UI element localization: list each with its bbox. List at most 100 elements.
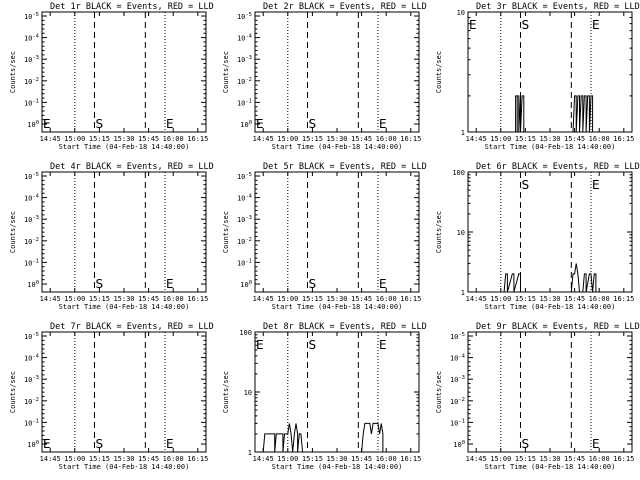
x-tick-label: 16:15 xyxy=(400,455,421,463)
marker-s: S xyxy=(308,117,316,131)
marker-s: S xyxy=(308,277,316,291)
plot-frame xyxy=(41,11,207,133)
y-tick-label: 10-2 xyxy=(237,77,252,86)
x-tick-label: 15:45 xyxy=(564,295,585,303)
x-tick-label: 15:15 xyxy=(89,295,110,303)
marker-e: E xyxy=(379,338,387,352)
y-tick-label: 100 xyxy=(453,440,465,449)
marker-e: E xyxy=(592,18,600,32)
y-tick-label: 100 xyxy=(27,280,39,289)
y-tick-label: 10-2 xyxy=(24,237,39,246)
y-tick-label: 10-4 xyxy=(24,354,40,363)
marker-s: S xyxy=(95,277,103,291)
panel-title: Det 2r BLACK = Events, RED = LLD xyxy=(263,2,427,12)
x-tick-label: 15:30 xyxy=(539,135,560,143)
marker-e: E xyxy=(166,277,174,291)
x-axis-label: Start Time (04-Feb-18 14:40:00) xyxy=(485,143,616,151)
marker-e: E xyxy=(592,178,600,192)
x-tick-label: 14:45 xyxy=(253,135,274,143)
panel-5: Det 5r BLACK = Events, RED = LLD 14:45 15:… xyxy=(222,162,427,311)
x-tick-label: 15:30 xyxy=(326,295,347,303)
x-tick-label: 15:30 xyxy=(113,135,134,143)
x-tick-label: 16:00 xyxy=(163,135,184,143)
x-axis-label: Start Time (04-Feb-18 14:40:00) xyxy=(59,143,190,151)
y-axis-label: Counts/sec xyxy=(435,371,443,413)
y-tick-label: 10-1 xyxy=(24,258,39,267)
y-tick-label: 100 xyxy=(240,280,252,289)
y-tick-label: 10-2 xyxy=(24,77,39,86)
x-axis-label: Start Time (04-Feb-18 14:40:00) xyxy=(272,463,403,471)
y-axis-label: Counts/sec xyxy=(435,51,443,93)
y-axis-label: Counts/sec xyxy=(9,211,17,253)
x-tick-label: 15:15 xyxy=(515,135,536,143)
x-tick-label: 15:30 xyxy=(539,455,560,463)
marker-s: S xyxy=(308,338,316,352)
x-tick-label: 16:00 xyxy=(163,455,184,463)
plot-frame xyxy=(254,11,420,133)
x-tick-label: 15:15 xyxy=(89,455,110,463)
y-tick-label: 10-1 xyxy=(237,258,252,267)
y-axis-label: Counts/sec xyxy=(222,371,230,413)
x-tick-label: 15:30 xyxy=(113,455,134,463)
x-tick-label: 14:45 xyxy=(466,135,487,143)
events-series-line xyxy=(262,422,384,453)
plot-frame xyxy=(467,11,633,133)
x-tick-label: 15:30 xyxy=(113,295,134,303)
y-tick-label: 10-4 xyxy=(237,34,253,43)
x-tick-label: 15:15 xyxy=(302,455,323,463)
marker-s: S xyxy=(521,178,529,192)
y-tick-label: 10 xyxy=(457,229,465,237)
marker-e: E xyxy=(379,117,387,131)
y-tick-label: 10-1 xyxy=(237,98,252,107)
x-tick-label: 15:30 xyxy=(326,135,347,143)
x-tick-label: 15:15 xyxy=(515,455,536,463)
y-tick-label: 10-5 xyxy=(24,172,39,181)
y-tick-label: 10-5 xyxy=(24,332,39,341)
x-axis-label: Start Time (04-Feb-18 14:40:00) xyxy=(485,303,616,311)
x-tick-label: 14:45 xyxy=(40,135,61,143)
plot-frame xyxy=(254,171,420,293)
plot-frame xyxy=(467,331,633,453)
y-axis-label: Counts/sec xyxy=(435,211,443,253)
y-tick-label: 10-5 xyxy=(237,172,252,181)
x-tick-label: 16:00 xyxy=(589,455,610,463)
x-tick-label: 14:45 xyxy=(253,295,274,303)
x-tick-label: 15:15 xyxy=(302,295,323,303)
plot-frame xyxy=(467,171,633,293)
y-tick-label: 10-4 xyxy=(450,354,466,363)
x-tick-label: 14:45 xyxy=(466,455,487,463)
y-tick-label: 10-1 xyxy=(450,418,465,427)
x-tick-label: 15:45 xyxy=(351,455,372,463)
panel-title: Det 8r BLACK = Events, RED = LLD xyxy=(263,322,427,332)
x-tick-label: 16:15 xyxy=(187,295,208,303)
marker-e: E xyxy=(256,117,264,131)
marker-s: S xyxy=(95,117,103,131)
events-series-line xyxy=(515,95,594,133)
x-axis-label: Start Time (04-Feb-18 14:40:00) xyxy=(59,303,190,311)
plot-frame xyxy=(41,331,207,453)
x-tick-label: 16:15 xyxy=(187,135,208,143)
x-tick-label: 15:45 xyxy=(351,135,372,143)
y-tick-label: 10-3 xyxy=(24,55,39,64)
y-tick-label: 10-3 xyxy=(450,375,465,384)
panel-title: Det 5r BLACK = Events, RED = LLD xyxy=(263,162,427,172)
x-axis-label: Start Time (04-Feb-18 14:40:00) xyxy=(485,463,616,471)
x-tick-label: 15:00 xyxy=(490,295,511,303)
y-tick-label: 10 xyxy=(457,9,465,17)
x-axis-label: Start Time (04-Feb-18 14:40:00) xyxy=(272,303,403,311)
x-tick-label: 15:30 xyxy=(539,295,560,303)
y-tick-label: 10-5 xyxy=(450,332,465,341)
x-tick-label: 16:00 xyxy=(376,455,397,463)
x-tick-label: 14:45 xyxy=(40,455,61,463)
y-tick-label: 10-4 xyxy=(24,34,40,43)
y-tick-label: 100 xyxy=(452,169,465,177)
x-tick-label: 15:45 xyxy=(138,295,159,303)
y-tick-label: 1 xyxy=(461,289,465,297)
x-tick-label: 15:15 xyxy=(89,135,110,143)
y-tick-label: 10-2 xyxy=(237,237,252,246)
x-tick-label: 15:45 xyxy=(564,455,585,463)
